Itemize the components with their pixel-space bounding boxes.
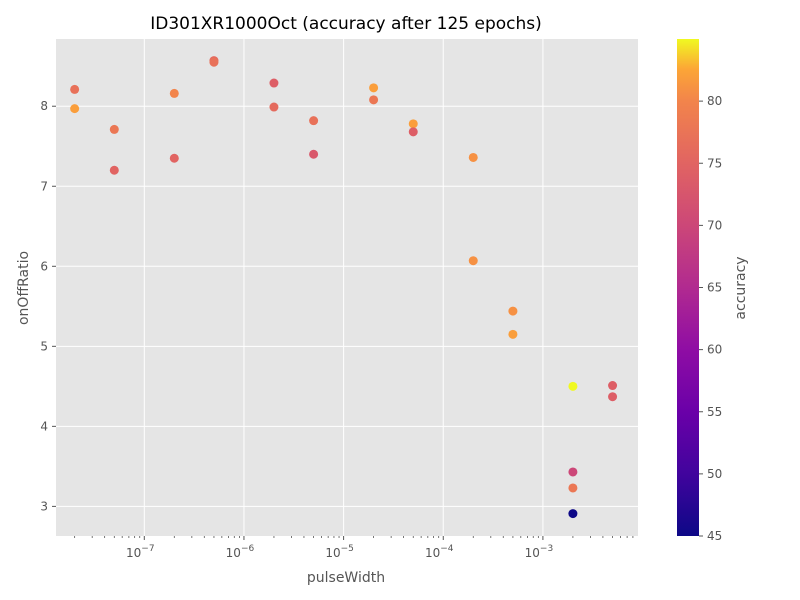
x-tick-label: 10−7 xyxy=(126,544,155,560)
scatter-point xyxy=(309,149,319,159)
x-axis-ticks: 10−7 10−6 10−5 10−4 10−3 xyxy=(74,536,634,560)
scatter-point xyxy=(269,102,279,112)
scatter-point xyxy=(369,95,379,105)
scatter-point xyxy=(568,509,578,519)
scatter-point xyxy=(369,83,379,93)
scatter-point xyxy=(70,104,80,114)
colorbar-tick-label: 55 xyxy=(707,405,722,419)
scatter-point xyxy=(209,57,219,67)
scatter-point xyxy=(70,84,80,94)
x-tick-base: 10 xyxy=(325,546,340,560)
y-tick-label: 8 xyxy=(40,99,48,113)
x-tick-exponent: −6 xyxy=(241,544,255,554)
scatter-point xyxy=(169,153,179,163)
x-tick-base: 10 xyxy=(425,546,440,560)
colorbar-tick-label: 80 xyxy=(707,94,722,108)
colorbar-tick-label: 60 xyxy=(707,343,722,357)
scatter-point xyxy=(468,256,478,266)
colorbar-tick-label: 45 xyxy=(707,529,722,543)
scatter-point xyxy=(408,119,418,129)
colorbar-label: accuracy xyxy=(733,256,749,319)
x-tick-label: 10−3 xyxy=(525,544,554,560)
scatter-point xyxy=(508,306,518,316)
scatter-point xyxy=(408,127,418,137)
colorbar-tick-label: 50 xyxy=(707,467,722,481)
scatter-point xyxy=(169,88,179,98)
scatter-point xyxy=(568,483,578,493)
scatter-point xyxy=(109,165,119,175)
y-tick-label: 3 xyxy=(40,499,48,513)
x-tick-base: 10 xyxy=(525,546,540,560)
y-tick-label: 7 xyxy=(40,179,48,193)
scatter-point xyxy=(568,467,578,477)
data-points xyxy=(70,56,618,519)
scatter-point xyxy=(109,124,119,134)
y-tick-label: 4 xyxy=(40,419,48,433)
x-tick-exponent: −7 xyxy=(141,544,154,554)
colorbar xyxy=(677,39,699,536)
x-tick-label: 10−6 xyxy=(226,544,255,560)
scatter-point xyxy=(568,381,578,391)
scatter-point xyxy=(309,116,319,126)
chart-title: ID301XR1000Oct (accuracy after 125 epoch… xyxy=(150,14,542,34)
colorbar-ticks: 45 50 55 60 65 70 75 80 xyxy=(699,94,722,543)
y-axis-ticks: 3 4 5 6 7 8 xyxy=(40,99,56,513)
grid-lines xyxy=(56,39,638,536)
y-tick-label: 5 xyxy=(40,339,48,353)
y-tick-label: 6 xyxy=(40,259,48,273)
y-axis-label: onOffRatio xyxy=(16,251,32,325)
scatter-point xyxy=(608,381,618,391)
x-tick-exponent: −3 xyxy=(540,544,553,554)
x-tick-exponent: −4 xyxy=(440,544,454,554)
colorbar-tick-label: 65 xyxy=(707,281,722,295)
x-tick-label: 10−4 xyxy=(425,544,454,560)
x-tick-label: 10−5 xyxy=(325,544,354,560)
scatter-point xyxy=(468,152,478,162)
x-tick-base: 10 xyxy=(226,546,241,560)
scatter-point xyxy=(269,78,279,88)
scatter-point xyxy=(508,329,518,339)
x-axis-label: pulseWidth xyxy=(307,570,385,586)
plot-area xyxy=(56,39,638,536)
x-tick-base: 10 xyxy=(126,546,141,560)
scatter-point xyxy=(608,392,618,402)
colorbar-tick-label: 75 xyxy=(707,156,722,170)
x-tick-exponent: −5 xyxy=(341,544,354,554)
colorbar-tick-label: 70 xyxy=(707,218,722,232)
